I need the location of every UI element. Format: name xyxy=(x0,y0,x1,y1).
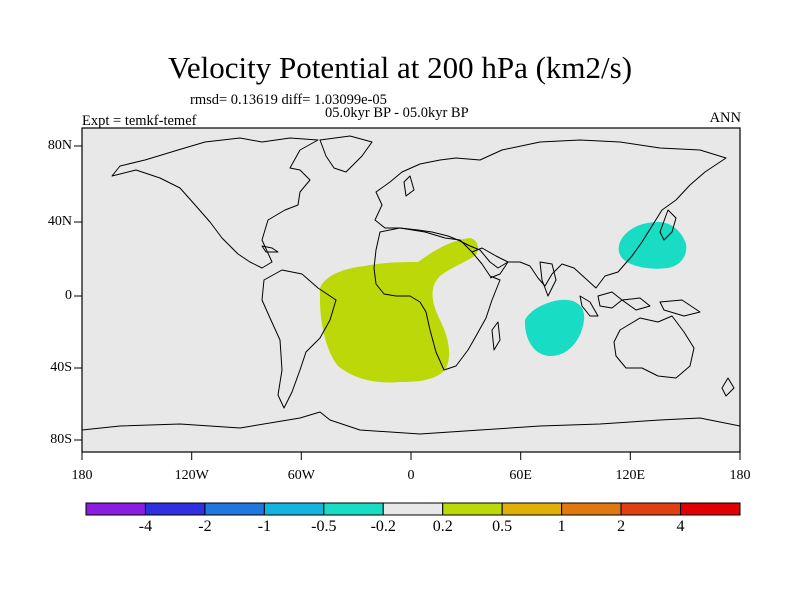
colorbar xyxy=(85,502,741,516)
negative-anomaly-region-indian-ocean xyxy=(524,299,585,357)
colorbar-label: -2 xyxy=(198,518,212,535)
y-tick-label: 80S xyxy=(50,432,72,447)
season-label: ANN xyxy=(709,110,741,126)
colorbar-swatch xyxy=(382,502,444,516)
colorbar-label: 1 xyxy=(557,518,566,535)
colorbar-label: 4 xyxy=(676,518,685,535)
x-tick-label: 180 xyxy=(71,468,93,483)
axis-ticks xyxy=(74,145,741,460)
colorbar-swatch xyxy=(204,502,265,516)
colorbar-label: 0.2 xyxy=(432,518,453,535)
colorbar-swatch xyxy=(620,502,682,516)
colorbar-label: -0.2 xyxy=(370,518,396,535)
colorbar-label: -4 xyxy=(138,518,153,535)
negative-anomaly-region-west-pacific xyxy=(618,222,687,269)
positive-anomaly-region xyxy=(320,238,478,383)
colorbar-label: -1 xyxy=(257,518,272,535)
x-tick-label: 0 xyxy=(407,468,415,483)
x-tick-label: 180 xyxy=(729,468,751,483)
colorbar-label: 2 xyxy=(617,518,626,535)
x-tick-label: 120W xyxy=(174,468,209,483)
colorbar-label: -0.5 xyxy=(311,518,337,535)
colorbar-swatch xyxy=(263,502,325,516)
colorbar-swatch xyxy=(561,502,622,516)
colorbar-swatch xyxy=(323,502,384,516)
colorbar-swatch xyxy=(85,502,146,516)
y-tick-label: 80N xyxy=(47,138,72,153)
y-tick-label: 0 xyxy=(65,288,72,303)
x-tick-label: 60E xyxy=(509,468,532,483)
y-tick-label: 40N xyxy=(47,214,72,229)
colorbar-swatch xyxy=(501,502,563,516)
colorbar-swatch xyxy=(442,502,503,516)
colorbar-label: 0.5 xyxy=(492,518,513,535)
chart-title: Velocity Potential at 200 hPa (km2/s) xyxy=(167,50,633,85)
experiment-label: Expt = temkf-temef xyxy=(82,113,197,129)
colorbar-swatch xyxy=(680,502,741,516)
x-tick-label: 60W xyxy=(287,468,315,483)
x-tick-label: 120E xyxy=(615,468,646,483)
stats-label: rmsd= 0.13619 diff= 1.03099e-05 xyxy=(190,92,387,108)
y-tick-label: 40S xyxy=(50,360,72,375)
colorbar-swatch xyxy=(144,502,206,516)
coastlines xyxy=(82,135,740,435)
period-label: 05.0kyr BP - 05.0kyr BP xyxy=(325,105,469,121)
